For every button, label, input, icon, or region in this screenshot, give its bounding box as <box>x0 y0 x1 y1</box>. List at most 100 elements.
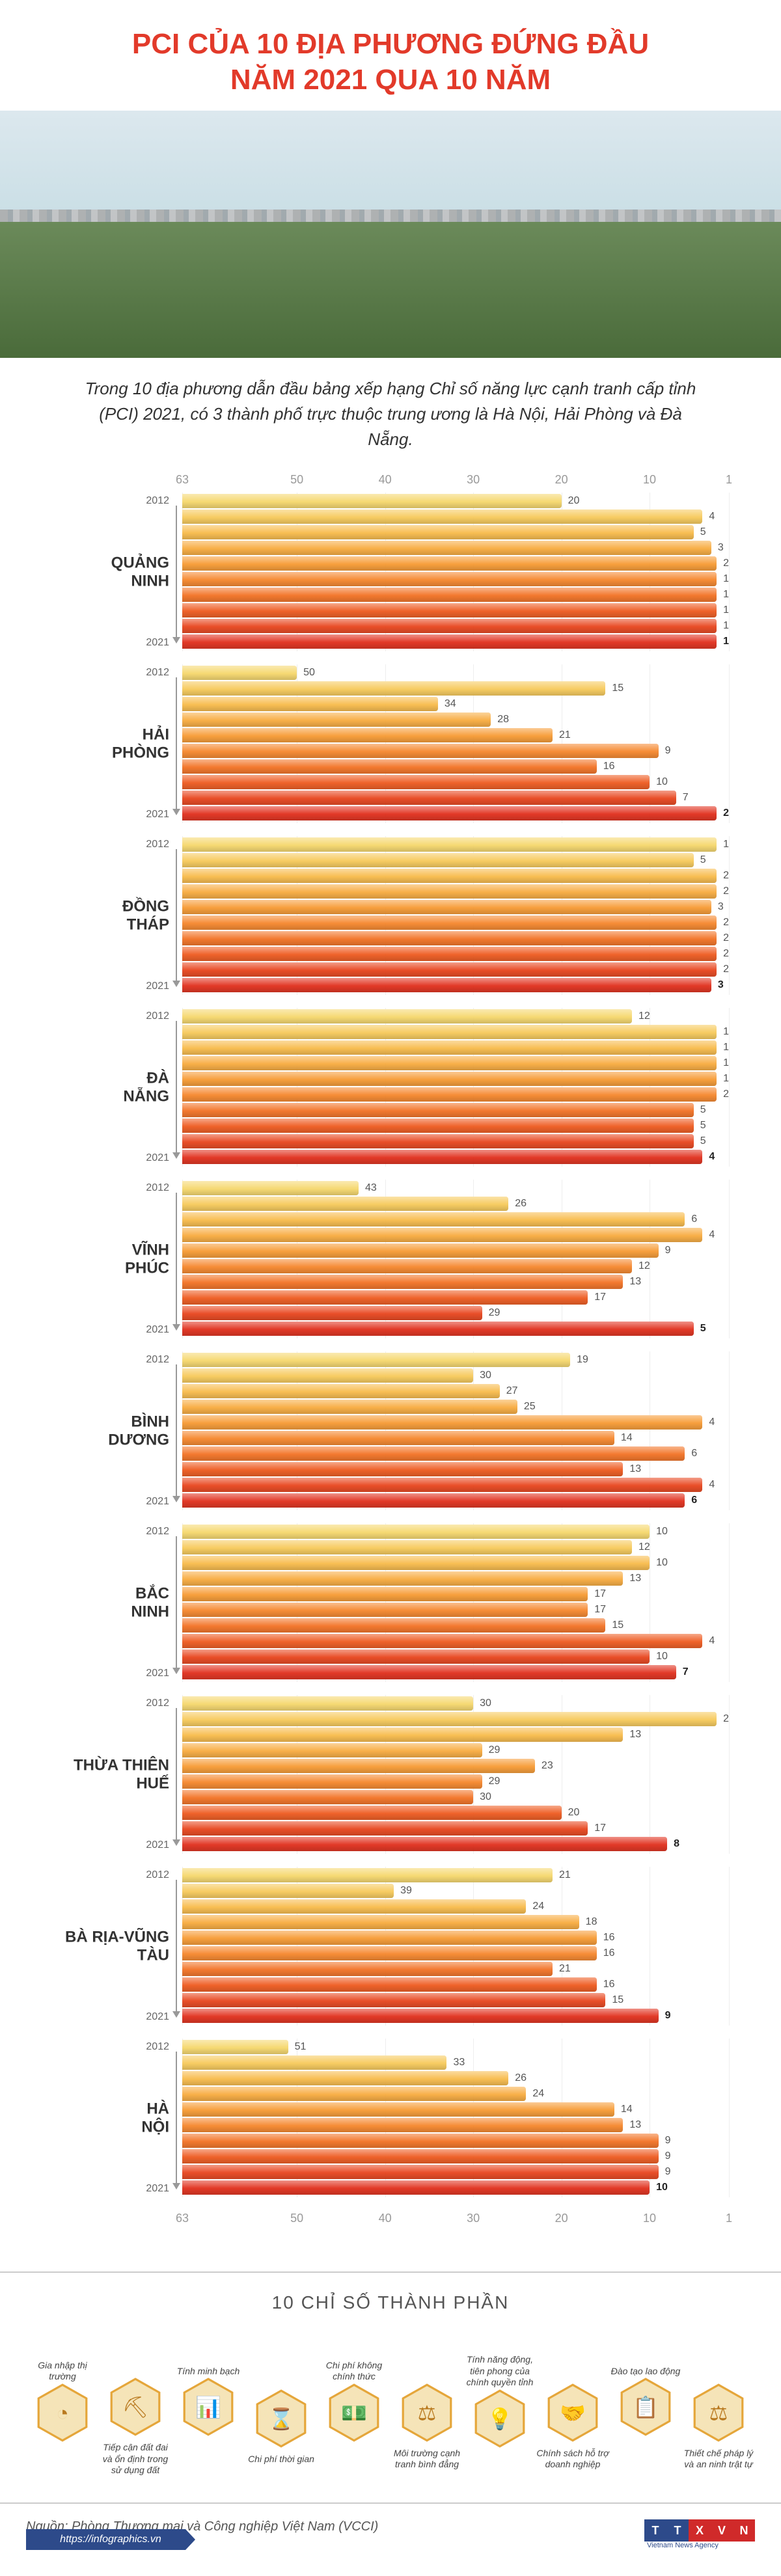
bar-value: 2 <box>723 1713 729 1725</box>
bar-value: 43 <box>365 1182 377 1194</box>
bar <box>182 1228 702 1242</box>
bar-value: 7 <box>683 792 689 804</box>
bar-value: 33 <box>453 2057 465 2068</box>
axis-tick: 20 <box>555 473 568 487</box>
bar-value: 2 <box>723 964 729 975</box>
bar <box>182 1899 526 1914</box>
bar-value: 6 <box>691 1448 697 1459</box>
bar-value: 12 <box>638 1010 650 1022</box>
bar-row: 30 <box>182 1790 729 1804</box>
bar-row: 3 <box>182 900 729 914</box>
year-start: 2012 <box>146 1698 169 1709</box>
bar <box>182 2009 659 2023</box>
component-label: Chi phí thời gian <box>248 2454 314 2465</box>
bar-value: 2 <box>723 1089 729 1100</box>
bar-value: 4 <box>709 511 715 522</box>
bar <box>182 1946 597 1960</box>
bar-value: 21 <box>559 729 571 741</box>
bar <box>182 712 491 727</box>
bar-row: 24 <box>182 2087 729 2101</box>
bar-value: 29 <box>489 1744 500 1756</box>
year-end: 2021 <box>146 809 169 820</box>
bar <box>182 1556 650 1570</box>
bar-value: 9 <box>665 1245 671 1256</box>
bar-value: 1 <box>723 1057 729 1069</box>
bar-value: 17 <box>594 1823 606 1834</box>
component-label: Môi trường cạnh tranh bình đẳng <box>390 2448 463 2471</box>
bar <box>182 1837 667 1851</box>
bar-value: 9 <box>665 2166 671 2178</box>
bar <box>182 806 717 820</box>
bar-row: 10 <box>182 1649 729 1664</box>
year-start: 2012 <box>146 495 169 507</box>
bar-value: 10 <box>656 2182 668 2193</box>
bar-value: 30 <box>480 1698 491 1709</box>
bar-row: 10 <box>182 775 729 789</box>
bar-row: 16 <box>182 1931 729 1945</box>
bar-value: 10 <box>656 1526 668 1538</box>
bar-value: 2 <box>723 558 729 569</box>
bar-value: 17 <box>594 1604 606 1616</box>
component-item: ⛏Tiếp cận đất đai và ổn định trong sử dụ… <box>99 2377 172 2476</box>
bar <box>182 634 717 649</box>
bar <box>182 775 650 789</box>
bar-row: 14 <box>182 1431 729 1445</box>
axis-tick: 30 <box>467 473 480 487</box>
bar-value: 4 <box>709 1229 715 1241</box>
bar-value: 1 <box>723 620 729 632</box>
axis-bottom: 6350403020101 <box>52 2212 729 2227</box>
axis-tick: 20 <box>555 2212 568 2225</box>
bar <box>182 1868 553 1882</box>
year-start: 2012 <box>146 1182 169 1194</box>
bar-value: 14 <box>621 2104 633 2115</box>
bar-value: 1 <box>723 1042 729 1053</box>
bar <box>182 1696 473 1711</box>
bar-row: 3 <box>182 978 729 992</box>
bar-row: 5 <box>182 525 729 539</box>
bar-value: 26 <box>515 2072 527 2084</box>
bar-value: 5 <box>700 1323 706 1335</box>
bar <box>182 2180 650 2195</box>
component-item: 🤝Chính sách hỗ trợ doanh nghiệp <box>536 2383 609 2471</box>
bar <box>182 1353 570 1367</box>
bar-row: 18 <box>182 1915 729 1929</box>
bar-row: 51 <box>182 2040 729 2054</box>
bar-row: 2 <box>182 962 729 977</box>
bar-value: 13 <box>629 1463 641 1475</box>
year-end: 2021 <box>146 1496 169 1508</box>
bar-row: 13 <box>182 1462 729 1476</box>
bar-row: 20 <box>182 1806 729 1820</box>
bar-value: 29 <box>489 1776 500 1787</box>
bar <box>182 978 711 992</box>
bar <box>182 666 297 680</box>
bar-value: 51 <box>295 2041 307 2053</box>
bar-row: 6 <box>182 1446 729 1461</box>
component-item: Gia nhập thị trường◔ <box>26 2360 99 2448</box>
bar <box>182 744 659 758</box>
bar-row: 2 <box>182 915 729 930</box>
bar-value: 2 <box>723 807 729 819</box>
bar-value: 12 <box>638 1260 650 1272</box>
bar-row: 15 <box>182 1618 729 1633</box>
bar-value: 3 <box>718 542 724 554</box>
bar-value: 1 <box>723 589 729 601</box>
bar-value: 13 <box>629 1573 641 1584</box>
bar-value: 20 <box>568 1807 580 1819</box>
bar <box>182 588 717 602</box>
bar-value: 1 <box>723 604 729 616</box>
year-end: 2021 <box>146 1324 169 1336</box>
bar <box>182 1384 500 1398</box>
hex-icon: 💡 <box>474 2389 526 2448</box>
bar <box>182 1181 359 1195</box>
bar-row: 1 <box>182 572 729 586</box>
bar-row: 2 <box>182 869 729 883</box>
bar <box>182 1009 632 1024</box>
logo-letter: V <box>711 2519 733 2542</box>
intro-text: Trong 10 địa phương dẫn đầu bảng xếp hạn… <box>0 358 781 473</box>
title-line-2: NĂM 2021 QUA 10 NĂM <box>230 64 551 96</box>
bar-value: 2 <box>723 917 729 929</box>
bar-row: 19 <box>182 1353 729 1367</box>
bar-value: 23 <box>541 1760 553 1772</box>
bar-value: 1 <box>723 1073 729 1085</box>
bar-value: 16 <box>603 1932 615 1944</box>
